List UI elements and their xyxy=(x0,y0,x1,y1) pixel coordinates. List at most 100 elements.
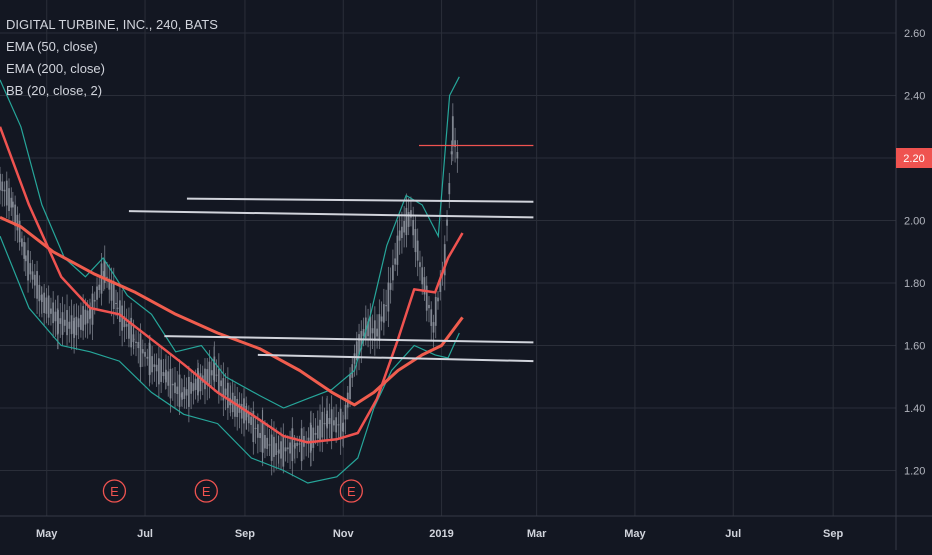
candle-body xyxy=(197,371,200,393)
candle-body xyxy=(364,317,367,339)
time-axis: May Jul Sep Nov 2019 Mar May Jul Sep xyxy=(0,515,932,540)
bb-upper-line xyxy=(0,76,460,409)
candle-body xyxy=(137,341,140,349)
candle-body xyxy=(21,238,23,247)
candle-body xyxy=(206,369,209,385)
earnings-marker[interactable] xyxy=(339,479,363,503)
time-tick-label: May xyxy=(624,528,646,540)
candle-body xyxy=(79,314,82,330)
price-tick-label: 2.00 xyxy=(904,216,925,228)
candle-body xyxy=(135,341,137,344)
earnings-marker-label: E xyxy=(347,484,356,499)
candle-body xyxy=(57,310,59,334)
candle-body xyxy=(421,267,424,285)
time-tick-label: Jul xyxy=(137,528,153,540)
legend-ema200[interactable]: EMA (200, close) xyxy=(6,61,105,76)
bollinger-bands xyxy=(0,76,460,484)
candle-body xyxy=(389,283,392,290)
candle-body xyxy=(24,255,27,262)
candle-body xyxy=(11,201,14,208)
candle-body xyxy=(353,353,356,364)
candle-body xyxy=(434,296,437,326)
candle-body xyxy=(165,369,167,383)
candle-body xyxy=(213,356,216,382)
candle-body xyxy=(215,374,218,376)
earnings-marker[interactable] xyxy=(194,479,218,503)
candle-body xyxy=(382,304,385,323)
candle-body xyxy=(373,320,376,341)
candle-body xyxy=(0,173,1,191)
price-tick-label: 1.20 xyxy=(904,466,925,478)
candle-body xyxy=(349,374,351,400)
candle-body xyxy=(102,271,105,277)
candle-body xyxy=(112,281,115,309)
candle-body xyxy=(252,410,255,443)
price-tick-label: 2.40 xyxy=(904,91,925,103)
candle-body xyxy=(8,188,10,211)
legend-ema50[interactable]: EMA (50, close) xyxy=(6,39,98,54)
candle-body xyxy=(358,334,360,355)
candle-body xyxy=(23,242,26,259)
candle-body xyxy=(412,219,415,236)
candle-body xyxy=(448,183,451,195)
legend-title[interactable]: DIGITAL TURBINE, INC., 240, BATS xyxy=(6,17,218,32)
candle-body xyxy=(220,380,222,387)
candle-body xyxy=(333,420,335,426)
candle-body xyxy=(316,425,319,439)
candle-body xyxy=(378,314,381,342)
candle-body xyxy=(234,396,236,417)
candle-body xyxy=(385,305,388,307)
candle-body xyxy=(321,411,324,438)
earnings-marker-label: E xyxy=(110,484,119,499)
candle-body xyxy=(45,297,48,314)
candle-body xyxy=(141,349,144,354)
candle-body xyxy=(396,235,399,265)
candle-body xyxy=(380,316,383,322)
candle-body xyxy=(38,284,41,302)
legend-bb[interactable]: BB (20, close, 2) xyxy=(6,83,103,98)
candle-body xyxy=(16,214,19,231)
candle-body xyxy=(73,317,76,338)
candle-body xyxy=(139,333,142,368)
candle-body xyxy=(414,228,417,253)
candle-body xyxy=(123,316,126,328)
time-tick-label: Nov xyxy=(333,528,355,540)
candle-body xyxy=(407,212,410,227)
earnings-marker[interactable] xyxy=(102,479,127,503)
candle-body xyxy=(82,306,85,331)
candle-body xyxy=(148,344,151,375)
candle-body xyxy=(437,297,439,302)
candle-body xyxy=(54,311,57,322)
candle-body xyxy=(187,376,190,407)
candle-body xyxy=(398,230,401,241)
candle-body xyxy=(335,417,338,433)
candle-body xyxy=(439,277,442,292)
candle-body xyxy=(130,317,133,348)
price-axis: 2.602.402.202.001.801.601.401.202.20 xyxy=(895,0,932,550)
candle-body xyxy=(14,204,17,227)
candle-body xyxy=(169,368,172,399)
candle-body xyxy=(259,433,261,439)
candle-body xyxy=(291,428,294,462)
candle-body xyxy=(300,428,303,462)
legend: DIGITAL TURBINE, INC., 240, BATS EMA (50… xyxy=(6,14,218,102)
candle-body xyxy=(387,282,390,312)
candle-body xyxy=(171,383,174,386)
candle-body xyxy=(70,315,73,335)
candle-body xyxy=(190,381,193,394)
candle-body xyxy=(371,328,374,334)
candle-body xyxy=(36,271,38,299)
candle-body xyxy=(155,364,158,372)
candle-body xyxy=(328,418,331,425)
candle-body xyxy=(77,318,80,328)
support-line xyxy=(164,335,534,344)
candle-body xyxy=(128,322,130,339)
candle-body xyxy=(351,364,354,378)
candle-body xyxy=(416,240,419,261)
candle-body xyxy=(146,356,149,359)
candle-body xyxy=(266,437,269,449)
candle-body xyxy=(401,226,403,238)
